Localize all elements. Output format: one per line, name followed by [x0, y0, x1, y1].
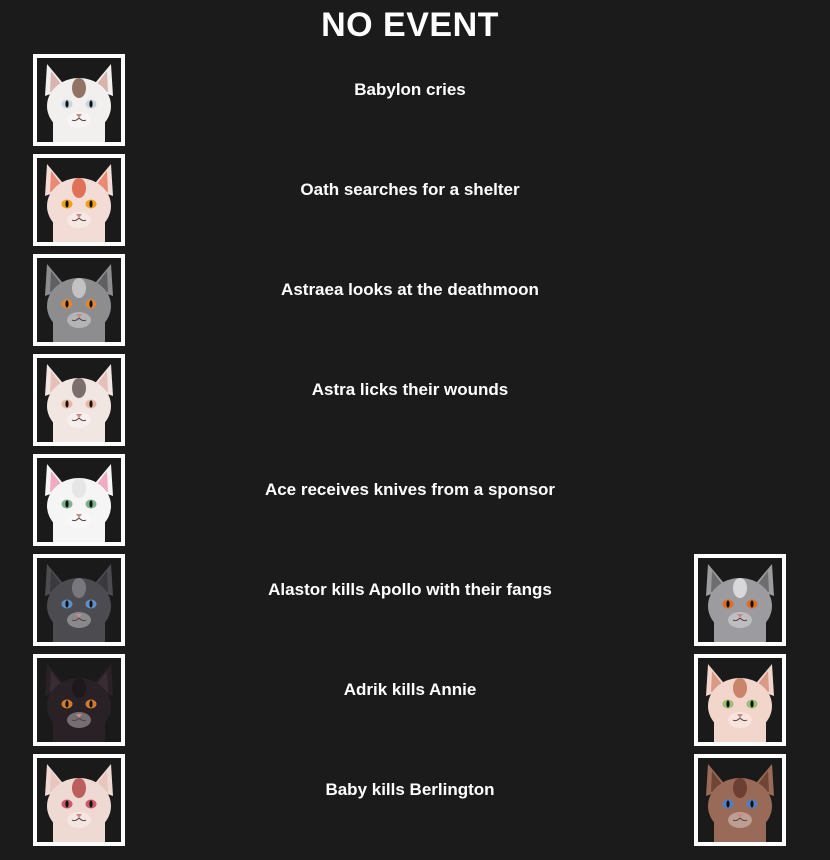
- event-row: Ace receives knives from a sponsor: [0, 454, 830, 546]
- tribute-avatar: [33, 254, 125, 346]
- tribute-avatar: [33, 454, 125, 546]
- tribute-avatar: [33, 654, 125, 746]
- event-text: Ace receives knives from a sponsor: [264, 480, 556, 499]
- tribute-avatar: [33, 354, 125, 446]
- event-row: Adrik kills Annie: [0, 654, 830, 746]
- page-title: NO EVENT: [321, 6, 499, 44]
- event-text: Alastor kills Apollo with their fangs: [268, 580, 552, 599]
- tribute-avatar: [33, 554, 125, 646]
- victim-avatar: [694, 754, 786, 846]
- tribute-avatar: [33, 754, 125, 846]
- event-row: Babylon cries: [0, 54, 830, 146]
- event-row: Alastor kills Apollo with their fangs: [0, 554, 830, 646]
- event-text: Adrik kills Annie: [343, 680, 477, 699]
- victim-avatar: [694, 554, 786, 646]
- event-text: Baby kills Berlington: [325, 780, 495, 799]
- event-row: Oath searches for a shelter: [0, 154, 830, 246]
- event-row: Astra licks their wounds: [0, 354, 830, 446]
- event-row: Baby kills Berlington: [0, 754, 830, 846]
- event-text: Babylon cries: [354, 80, 466, 99]
- victim-avatar: [694, 654, 786, 746]
- event-text: Astraea looks at the deathmoon: [281, 280, 539, 299]
- event-text: Oath searches for a shelter: [300, 180, 520, 199]
- tribute-avatar: [33, 154, 125, 246]
- event-row: Astraea looks at the deathmoon: [0, 254, 830, 346]
- event-text: Astra licks their wounds: [311, 380, 509, 399]
- tribute-avatar: [33, 54, 125, 146]
